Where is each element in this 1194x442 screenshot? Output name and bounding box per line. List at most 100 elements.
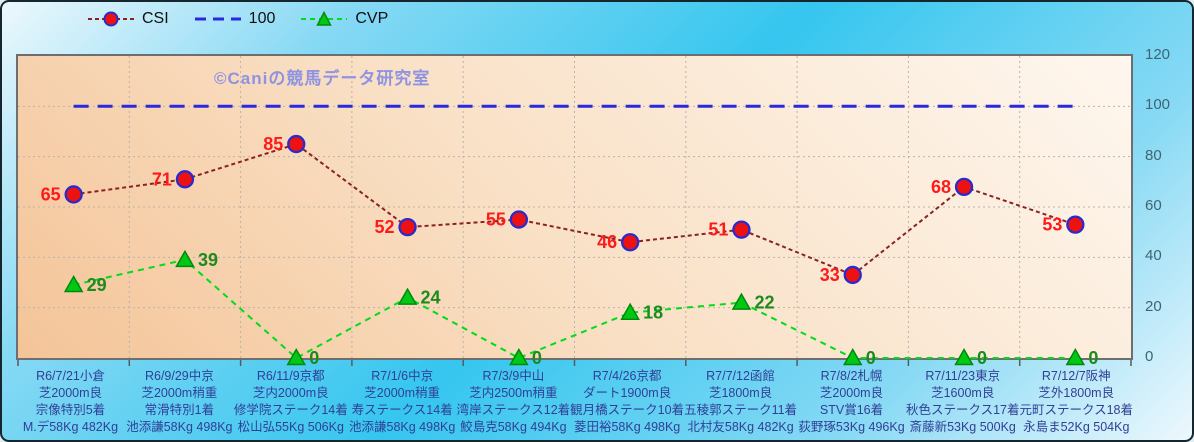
cvp-point [954,347,974,366]
csi-point [398,217,417,237]
x-axis-label-line: R6/7/21小倉 [36,369,105,383]
x-axis-label-line: 鮫島克58Kg 494Kg [460,420,567,434]
x-axis-labels: R6/7/21小倉 芝2000m良 宗像特別5着 M.デ58Kg 482Kg R6/9/… [16,368,1133,436]
series-line-cvp [73,258,1076,360]
y-axis-tick-label: 60 [1145,197,1162,214]
x-axis-label-line: R7/7/12函館 [706,369,775,383]
legend-label-100: 100 [248,10,276,27]
csi-point [509,210,529,229]
x-axis-category-label: R7/12/7阪神 芝外1800m良 元町ステークス18着 永島ま52Kg 504Kg [1019,368,1133,436]
x-axis-label-line: 池添謙58Kg 498Kg [126,420,233,434]
legend-item-csi: CSI [88,10,169,28]
legend-label-csi: CSI [142,10,169,27]
y-axis-tick-label: 0 [1145,348,1154,365]
csi-value-label: 52 [375,217,395,237]
csi-point [64,185,83,204]
cvp-value-label: 22 [754,293,774,313]
csi-point [1066,215,1085,234]
chart-canvas: ©Caniの競馬データ研究室 29 39 0 24 0 18 22 0 0 0 65 71 85 52 55 4… [17,56,1132,368]
cvp-value-label: 18 [643,303,663,323]
x-axis-label-line: R7/3/9中山 [482,369,545,383]
csi-value-label: 53 [1042,215,1062,235]
cvp-point [620,302,640,320]
x-axis-category-label: R7/8/2札幌 芝2000m良 STV賞16着 荻野琢53Kg 496Kg [797,368,906,436]
csi-point [954,177,974,197]
x-axis-label-line: M.デ58Kg 482Kg [22,420,119,434]
legend-label-cvp: CVP [355,10,389,27]
csi-value-label: 33 [820,265,840,285]
x-axis-label-line: R7/4/26京都 [592,369,662,383]
cvp-point [842,347,863,366]
x-axis-label-line: 永島ま52Kg 504Kg [1023,420,1130,434]
y-axis-tick-label: 100 [1145,96,1171,114]
x-axis-label-line: ダート1900m良 [582,386,672,400]
csi-value-label: 71 [152,169,172,189]
x-axis-label-line: 斎藤新53Kg 500Kg [909,420,1016,434]
csi-point [843,265,862,285]
x-axis-label-line: 芝2000m良 [819,386,884,400]
x-axis-category-label: R6/11/9京都 芝内2000m良 修学院ステーク14着 松山弘55Kg 506Kg [234,368,348,436]
x-axis-label-line: STV賞16着 [819,403,884,417]
x-axis-label-line: 芝2000m稍重 [364,386,441,400]
x-axis-label-line: R7/11/23東京 [925,369,1001,383]
plot-area: ©Caniの競馬データ研究室 29 39 0 24 0 18 22 0 0 0 65 71 85 52 55 4… [16,54,1133,368]
x-axis-label-line: 芝2000m稍重 [141,386,218,400]
cvp-value-label: 29 [87,275,107,295]
cvp-point [63,274,84,293]
csi-value-label: 85 [263,134,283,154]
csi-value-label: 51 [708,220,728,240]
csi-point [621,233,640,252]
csi-legend-marker-icon [88,11,134,27]
x-axis-category-label: R7/11/23東京 芝1600m良秋色ステークス17着 斎藤新53Kg 500Kg [906,368,1020,436]
cvp-legend-marker-icon [301,11,348,26]
x-axis-label-line: 寿ステークス14着 [351,403,453,417]
x-axis-label-line: R6/11/9京都 [256,369,325,383]
cvp-value-label: 39 [198,250,218,270]
cvp-point [731,292,752,310]
x-axis-category-label: R6/9/29中京 芝2000m稍重 常滑特別1着 池添謙58Kg 498Kg [125,368,234,436]
x-axis-label-line: 五稜郭ステーク11着 [684,403,798,417]
x-axis-label-line: 荻野琢53Kg 496Kg [798,420,905,434]
x-axis-label-line: 秋色ステークス17着 [905,403,1020,417]
x-axis-label-line: 芝内2500m稍重 [469,386,558,400]
cvp-value-label: 24 [421,288,441,308]
series-line-csi [73,142,1076,277]
csi-value-label: 68 [931,177,951,197]
chart-legend: CSI 100 CVP [88,10,388,28]
x-axis-label-line: 常滑特別1着 [144,403,215,417]
x-axis-label-line: 湾岸ステークス12着 [456,403,571,417]
cvp-point [286,347,307,366]
watermark-text: ©Caniの競馬データ研究室 [214,68,430,88]
hundred-legend-marker-icon [194,17,241,21]
cvp-value-label: 0 [866,348,876,368]
x-axis-category-label: R7/7/12函館 芝1800m良五稜郭ステーク11着 北村友58Kg 482Kg [684,368,797,436]
x-axis-label-line: 芝1800m良 [708,386,773,400]
cvp-value-label: 0 [977,348,987,368]
cvp-point [175,249,195,268]
x-axis-category-label: R7/1/6中京 芝2000m稍重 寿ステークス14着 池添謙58Kg 498Kg [348,368,457,436]
csi-value-label: 65 [41,184,61,204]
cvp-value-label: 0 [1088,348,1098,368]
y-axis-tick-label: 40 [1145,247,1162,265]
x-axis-label-line: 芝外1800m良 [1038,386,1115,400]
x-axis-category-label: R6/7/21小倉 芝2000m良 宗像特別5着 M.デ58Kg 482Kg [16,368,125,436]
cvp-point [509,347,529,366]
x-axis-label-line: 観月橋ステーク10着 [570,403,685,417]
x-axis-label-line: 芝1600m良 [931,386,995,400]
y-axis-tick-label: 20 [1145,297,1162,315]
x-axis-label-line: 宗像特別5着 [35,403,106,417]
x-axis-label-line: 北村友58Kg 482Kg [687,420,794,434]
csi-value-label: 55 [486,210,506,230]
x-axis-label-line: 元町ステークス18着 [1019,403,1134,417]
x-axis-category-label: R7/3/9中山 芝内2500m稍重 湾岸ステークス12着 鮫島克58Kg 494Kg [457,368,571,436]
x-axis-label-line: 芝内2000m良 [252,386,329,400]
legend-item-cvp: CVP [301,10,388,28]
cvp-point [397,287,418,305]
cvp-value-label: 0 [309,348,319,368]
legend-item-100: 100 [194,10,276,28]
x-axis-category-label: R7/4/26京都 ダート1900m良 観月橋ステーク10着 菱田裕58Kg 498K… [570,368,684,436]
x-axis-label-line: 池添謙58Kg 498Kg [349,420,456,434]
y-axis-tick-label: 80 [1145,146,1162,164]
csi-point [175,170,195,189]
